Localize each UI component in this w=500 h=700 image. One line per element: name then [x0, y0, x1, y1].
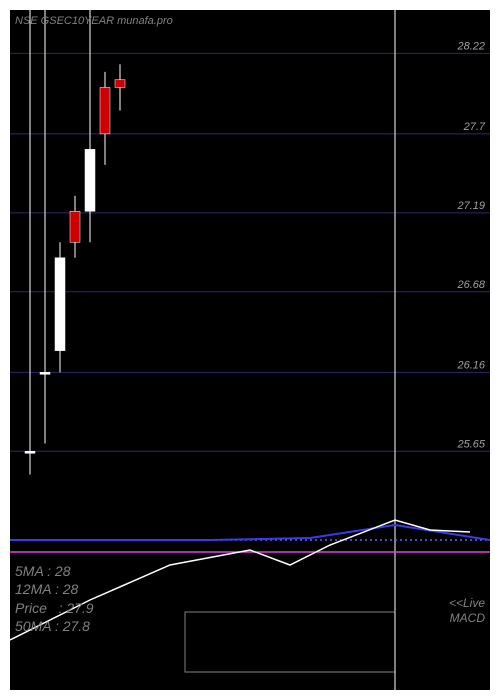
- ma12-value: 12MA : 28: [15, 580, 94, 598]
- svg-text:28.22: 28.22: [456, 40, 485, 52]
- svg-text:26.16: 26.16: [456, 359, 485, 371]
- ma5-value: 5MA : 28: [15, 562, 94, 580]
- macd-label: <<Live MACD: [449, 596, 485, 625]
- ma50-value: 50MA : 27.8: [15, 617, 94, 635]
- svg-text:26.68: 26.68: [456, 279, 485, 291]
- svg-text:25.65: 25.65: [456, 438, 485, 450]
- chart-title: NSE GSEC10YEAR munafa.pro: [15, 15, 173, 27]
- svg-text:27.19: 27.19: [456, 200, 485, 212]
- live-indicator: <<Live: [449, 596, 485, 610]
- macd-text: MACD: [449, 611, 485, 625]
- chart-container: NSE GSEC10YEAR munafa.pro 28.22 27.7 27.19…: [10, 10, 490, 690]
- moving-average-info: 5MA : 28 12MA : 28 Price : 27.9 50MA : 2…: [15, 562, 94, 635]
- svg-text:27.7: 27.7: [463, 121, 486, 133]
- price-value: Price : 27.9: [15, 599, 94, 617]
